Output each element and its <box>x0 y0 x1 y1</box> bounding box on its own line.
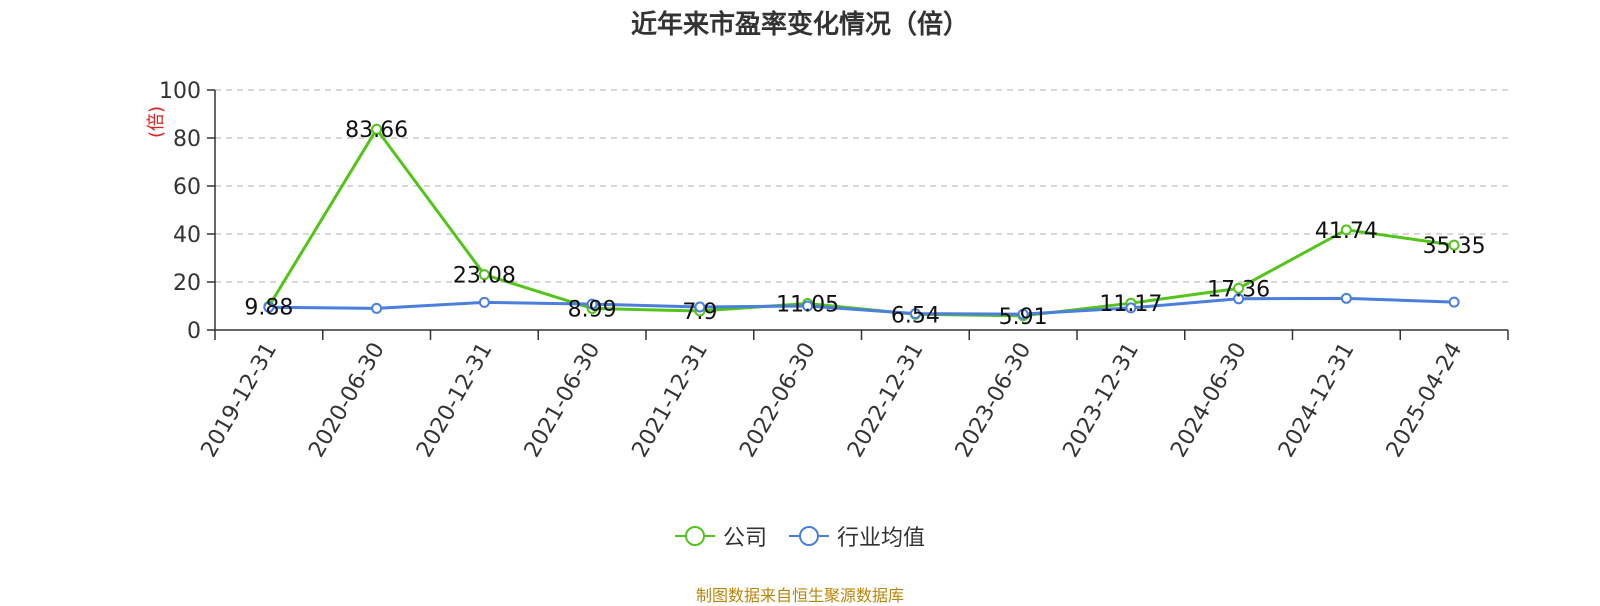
data-labels: 9.88 83.66 23.08 8.99 7.9 11.05 6.54 5.91 11.17 1… <box>244 118 1485 330</box>
data-label: 17.36 <box>1207 277 1270 302</box>
data-point-industry[interactable] <box>1125 302 1137 314</box>
data-label: 83.66 <box>345 118 408 143</box>
y-tick-label: 20 <box>173 271 201 296</box>
legend-line-circle-icon <box>789 526 829 546</box>
data-label: 5.91 <box>999 305 1048 330</box>
chart-title: 近年来市盈率变化情况（倍） <box>630 10 969 40</box>
data-point-industry[interactable] <box>1340 292 1352 304</box>
data-point-industry[interactable] <box>586 298 598 310</box>
y-tick-labels: 0 20 40 60 80 100 <box>159 79 201 344</box>
axes <box>207 89 1509 340</box>
x-tick-label: 2020-12-31 <box>412 339 498 462</box>
y-tick-label: 0 <box>187 319 201 344</box>
data-point-company[interactable] <box>1448 239 1460 251</box>
legend: 公司 行业均值 <box>0 520 1600 552</box>
data-point-company[interactable] <box>1233 282 1245 294</box>
y-axis-label: (倍) <box>146 106 167 138</box>
data-label: 41.74 <box>1315 219 1378 244</box>
data-label: 11.05 <box>776 292 839 317</box>
series-line-industry <box>268 296 1455 316</box>
data-label: 6.54 <box>891 303 940 328</box>
data-label: 7.9 <box>682 300 717 325</box>
data-label: 11.17 <box>1099 292 1162 317</box>
data-point-company[interactable] <box>478 269 490 281</box>
data-point-industry[interactable] <box>263 301 275 313</box>
series-lines <box>267 127 1455 318</box>
data-label: 9.88 <box>244 295 293 320</box>
grid-lines <box>215 89 1508 283</box>
y-tick-label: 80 <box>173 127 201 152</box>
data-point-industry[interactable] <box>478 296 490 308</box>
x-tick-labels: 2019-12-31 2020-06-30 2020-12-31 2021-06-30… <box>196 339 1467 462</box>
x-tick-label: 2024-12-31 <box>1274 339 1360 462</box>
legend-item-industry[interactable]: 行业均值 <box>789 520 925 552</box>
y-tick-label: 40 <box>173 223 201 248</box>
x-tick-label: 2023-12-31 <box>1058 339 1144 462</box>
x-tick-label: 2020-06-30 <box>304 339 390 462</box>
legend-item-company[interactable]: 公司 <box>674 520 767 552</box>
data-label: 23.08 <box>453 264 516 289</box>
x-tick-label: 2022-12-31 <box>843 339 929 462</box>
series-line-company <box>267 127 1455 318</box>
x-tick-label: 2025-04-24 <box>1382 339 1468 462</box>
data-point-industry[interactable] <box>694 301 706 313</box>
y-tick-label: 60 <box>173 175 201 200</box>
data-point-industry[interactable] <box>1017 308 1029 320</box>
data-point-company[interactable] <box>1340 224 1352 236</box>
source-note: 制图数据来自恒生聚源数据库 <box>695 586 904 605</box>
data-label: 35.35 <box>1423 234 1486 259</box>
x-tick-label: 2024-06-30 <box>1166 339 1252 462</box>
x-tick-label: 2021-12-31 <box>627 339 713 462</box>
data-point-industry[interactable] <box>1233 293 1245 305</box>
x-tick-label: 2021-06-30 <box>520 339 606 462</box>
x-tick-label: 2019-12-31 <box>196 339 282 462</box>
data-point-industry[interactable] <box>802 300 814 312</box>
line-chart: 0 20 40 60 80 100 2019-12-31 2020-06-30 2020-12… <box>146 79 1509 462</box>
y-tick-label: 100 <box>159 79 201 104</box>
data-point-industry[interactable] <box>1448 296 1460 308</box>
data-point-industry[interactable] <box>371 302 383 314</box>
legend-line-circle-icon <box>674 526 715 546</box>
data-point-company[interactable] <box>371 123 383 135</box>
legend-label-company: 公司 <box>722 526 767 551</box>
data-point-industry[interactable] <box>909 308 921 320</box>
series-points <box>263 123 1460 322</box>
legend-label-industry: 行业均值 <box>837 526 926 551</box>
x-tick-label: 2023-06-30 <box>951 339 1037 462</box>
data-label: 8.99 <box>568 297 617 322</box>
x-tick-label: 2022-06-30 <box>735 339 821 462</box>
